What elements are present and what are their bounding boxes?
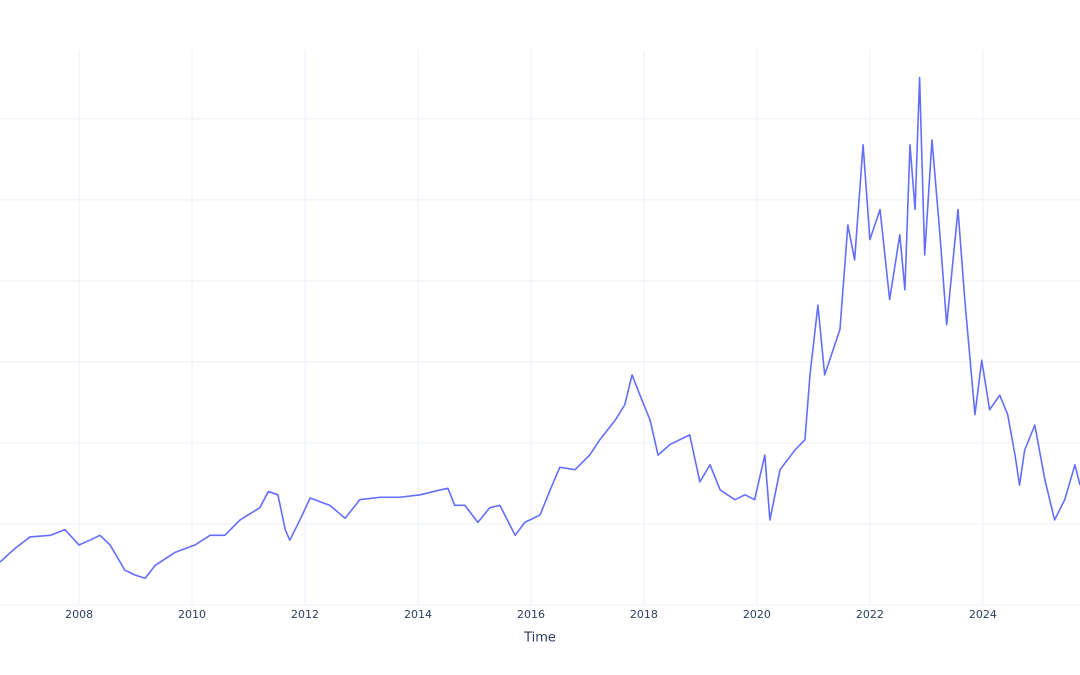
x-tick-label: 2008 xyxy=(65,608,93,621)
x-tick-label: 2018 xyxy=(630,608,658,621)
data-line xyxy=(0,76,1080,580)
x-axis-title: Time xyxy=(523,631,556,646)
x-tick-label: 2012 xyxy=(291,608,319,621)
x-tick-label: 2024 xyxy=(969,608,997,621)
x-tick-label: 2020 xyxy=(743,608,771,621)
x-tick-label: 2016 xyxy=(517,608,545,621)
x-tick-label: 2010 xyxy=(178,608,206,621)
x-tick-label: 2022 xyxy=(856,608,884,621)
x-tick-label: 2014 xyxy=(404,608,432,621)
